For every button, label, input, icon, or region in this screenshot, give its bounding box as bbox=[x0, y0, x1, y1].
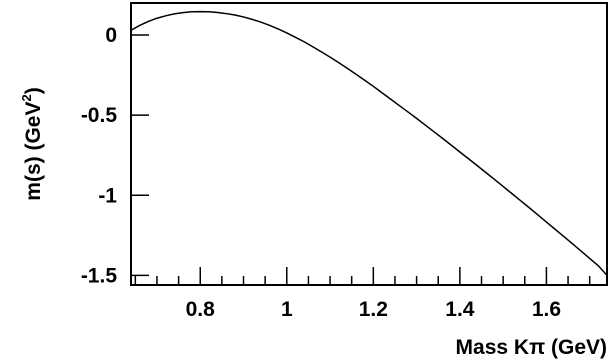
y-axis-title-prefix: m(s) (GeV bbox=[22, 102, 45, 201]
series-line bbox=[130, 10, 608, 276]
y-tick-label: -0.5 bbox=[81, 104, 118, 127]
x-axis-tick-labels: 0.8 1 1.2 1.4 1.6 bbox=[186, 298, 561, 321]
x-axis-ticks bbox=[134, 267, 591, 285]
x-tick-label: 1 bbox=[281, 298, 293, 321]
y-axis-title-suffix: ) bbox=[22, 87, 45, 94]
x-axis-title: Mass Kπ (GeV) bbox=[456, 336, 607, 359]
x-tick-label: 1.2 bbox=[359, 298, 388, 321]
x-tick-label: 1.4 bbox=[445, 298, 475, 321]
y-axis-ticks bbox=[131, 34, 149, 277]
y-tick-label: 0 bbox=[105, 24, 117, 47]
x-tick-label: 1.6 bbox=[532, 298, 561, 321]
y-tick-label: -1.5 bbox=[81, 264, 118, 287]
y-tick-label: -1 bbox=[98, 184, 117, 207]
y-axis-title: m(s) (GeV2) bbox=[19, 87, 45, 200]
plot-frame bbox=[130, 2, 608, 286]
y-axis-title-superscript: 2 bbox=[19, 94, 34, 101]
x-tick-label: 0.8 bbox=[186, 298, 216, 321]
y-axis-tick-labels: 0 -0.5 -1 -1.5 bbox=[81, 24, 118, 287]
